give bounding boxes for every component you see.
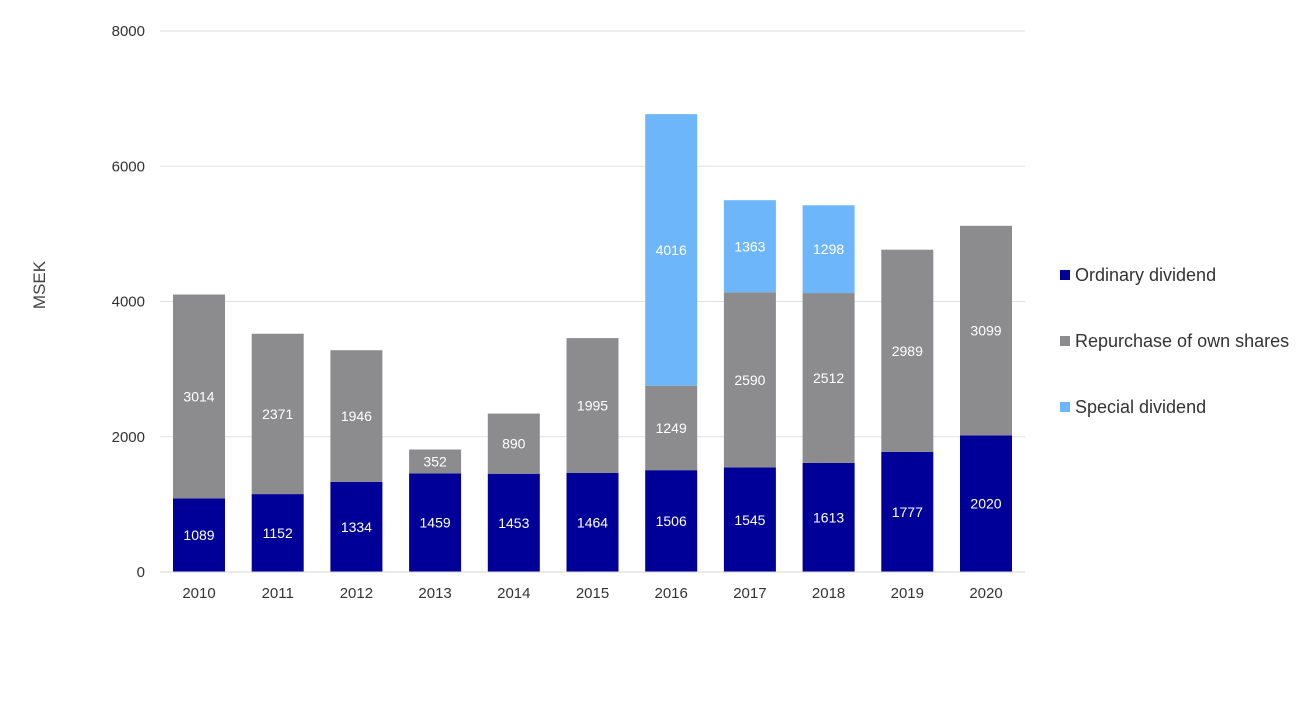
legend-swatch bbox=[1060, 270, 1070, 280]
legend-swatch bbox=[1060, 402, 1070, 412]
x-tick-label: 2019 bbox=[891, 585, 924, 602]
data-label: 1613 bbox=[813, 509, 844, 525]
y-tick-label: 2000 bbox=[112, 429, 145, 446]
bar-segment bbox=[566, 338, 619, 473]
data-label: 1152 bbox=[263, 525, 293, 541]
legend-label: Ordinary dividend bbox=[1075, 265, 1216, 285]
bar-segment bbox=[960, 435, 1012, 572]
data-label: 1777 bbox=[892, 504, 923, 520]
bar-segment bbox=[251, 333, 304, 495]
x-tick-label: 2010 bbox=[182, 585, 215, 602]
x-tick-label: 2013 bbox=[418, 585, 451, 602]
y-tick-label: 6000 bbox=[112, 158, 145, 175]
legend-label: Repurchase of own shares bbox=[1075, 331, 1289, 351]
bar-segment bbox=[802, 462, 855, 572]
x-axis-ticks: 2010 2011 2012 2013 2014 2015 2016 2017 2018 2019… bbox=[182, 585, 1002, 602]
y-tick-label: 8000 bbox=[112, 23, 145, 40]
x-tick-label: 2012 bbox=[340, 585, 373, 602]
bar-segment bbox=[881, 451, 934, 572]
data-label: 1545 bbox=[734, 512, 765, 528]
legend: Ordinary dividend Repurchase of own share… bbox=[1060, 265, 1289, 417]
bar-segment bbox=[487, 473, 540, 572]
data-label: 2371 bbox=[262, 406, 293, 422]
data-label: 1506 bbox=[656, 513, 687, 529]
x-tick-label: 2011 bbox=[262, 585, 294, 602]
data-label: 1334 bbox=[341, 519, 372, 535]
data-label: 352 bbox=[423, 453, 447, 469]
y-tick-label: 4000 bbox=[112, 294, 145, 311]
bar-segment bbox=[330, 481, 383, 572]
data-label: 3099 bbox=[970, 323, 1001, 339]
data-label: 1089 bbox=[183, 527, 214, 543]
bar-segment bbox=[409, 449, 462, 474]
x-tick-label: 2014 bbox=[497, 585, 530, 602]
legend-label: Special dividend bbox=[1075, 397, 1206, 417]
x-tick-label: 2015 bbox=[576, 585, 609, 602]
bar-segment bbox=[723, 200, 776, 293]
data-label: 2989 bbox=[892, 343, 923, 359]
data-label: 2590 bbox=[734, 372, 765, 388]
x-tick-label: 2018 bbox=[812, 585, 845, 602]
legend-swatch bbox=[1060, 336, 1070, 346]
bar-segment bbox=[251, 494, 304, 572]
data-label: 890 bbox=[502, 436, 526, 452]
data-label: 1298 bbox=[813, 241, 844, 257]
data-label: 1363 bbox=[734, 238, 765, 254]
data-label: 2512 bbox=[813, 370, 844, 386]
x-tick-label: 2017 bbox=[733, 585, 766, 602]
bar-segment bbox=[645, 470, 698, 572]
bar-segment bbox=[723, 467, 776, 572]
data-label: 1464 bbox=[577, 514, 608, 530]
data-labels: 1089 3014 1152 2371 1334 1946 1459 352 1453 890 14… bbox=[183, 238, 1001, 543]
bar-segment bbox=[881, 249, 934, 452]
data-label: 1249 bbox=[656, 420, 687, 436]
data-label: 1946 bbox=[341, 408, 372, 424]
bar-segment bbox=[802, 293, 855, 463]
bar-segment bbox=[802, 205, 855, 294]
x-tick-label: 2016 bbox=[655, 585, 688, 602]
data-label: 4016 bbox=[656, 242, 687, 258]
bar-segment bbox=[723, 292, 776, 468]
y-axis-label: MSEK bbox=[30, 260, 49, 309]
bar-segment bbox=[173, 498, 225, 572]
bar-segment bbox=[645, 114, 698, 386]
data-label: 1459 bbox=[420, 515, 451, 531]
bar-segment bbox=[173, 294, 225, 499]
bar-segment bbox=[330, 350, 383, 482]
bar-segment bbox=[960, 225, 1012, 436]
data-label: 2020 bbox=[970, 496, 1001, 512]
data-label: 1453 bbox=[498, 515, 529, 531]
data-label: 3014 bbox=[183, 388, 214, 404]
y-axis-ticks: 0 2000 4000 6000 8000 bbox=[112, 23, 145, 581]
bar-segment bbox=[409, 473, 462, 572]
x-tick-label: 2020 bbox=[969, 585, 1002, 602]
bar-segment bbox=[566, 472, 619, 572]
data-label: 1995 bbox=[577, 398, 608, 414]
bar-segment bbox=[487, 413, 540, 474]
y-tick-label: 0 bbox=[137, 564, 145, 581]
bars bbox=[173, 114, 1012, 572]
bar-segment bbox=[645, 385, 698, 471]
